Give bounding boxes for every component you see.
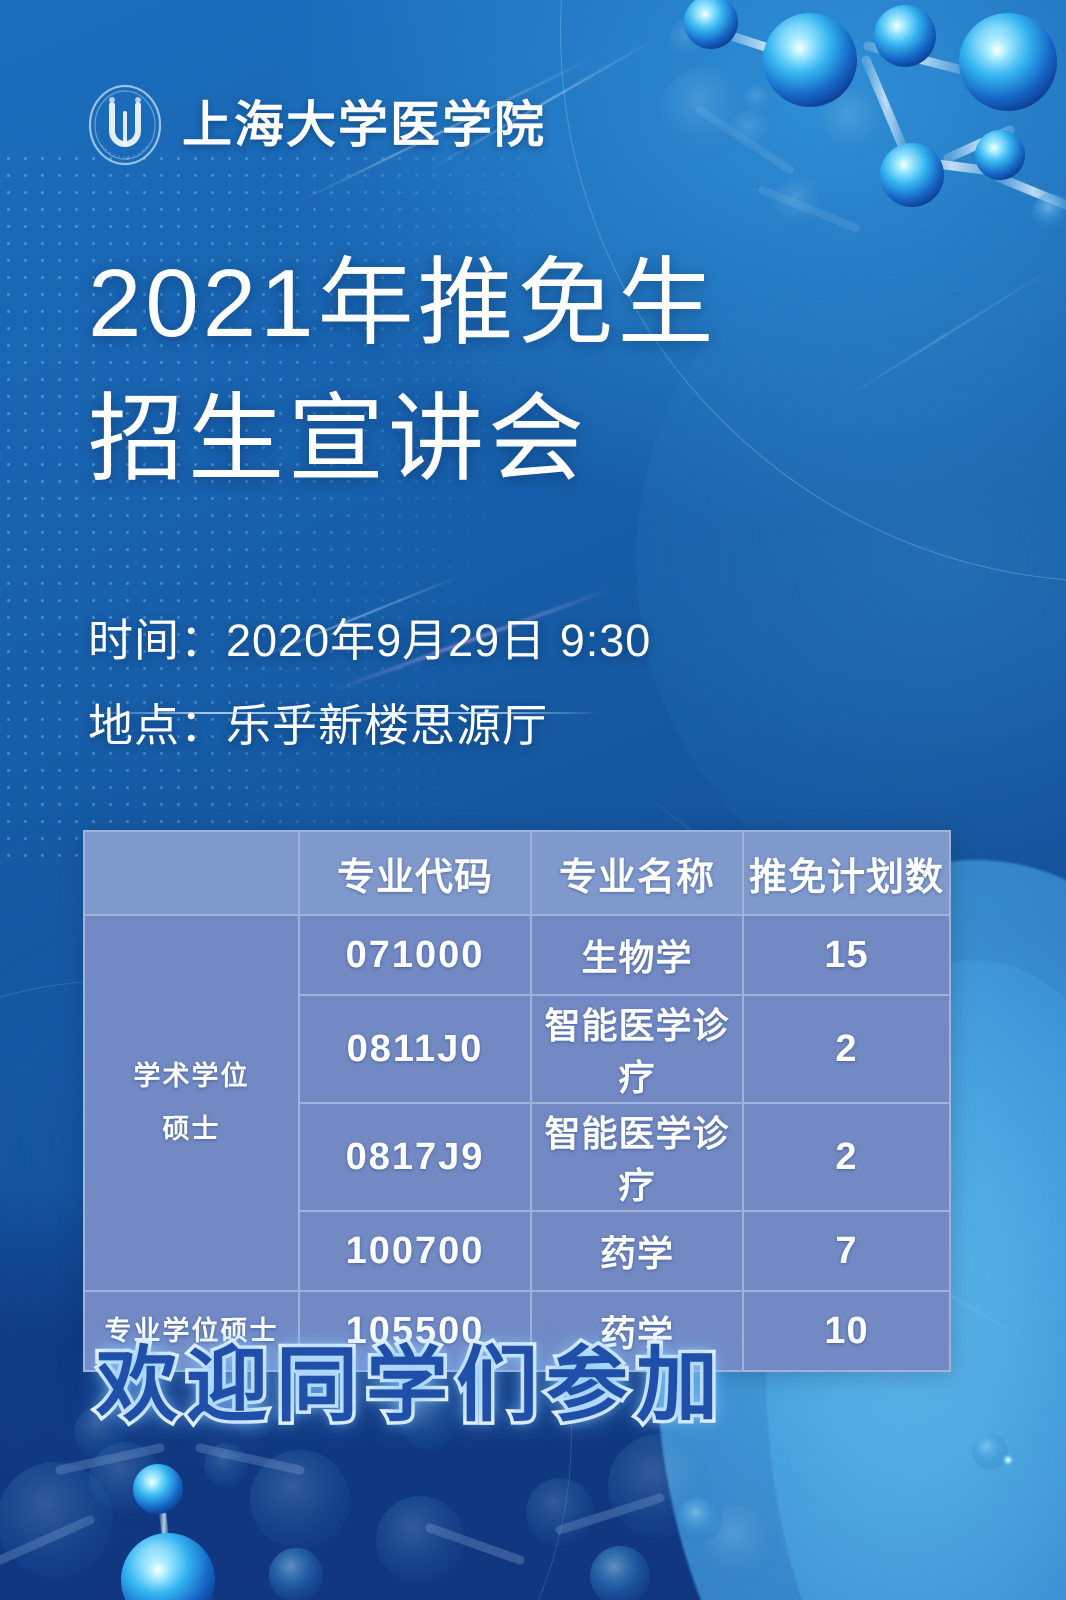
table-row: 0817J9 智能医学诊疗 2 xyxy=(84,1102,951,1212)
table-cell-code: 0817J9 xyxy=(298,1102,532,1212)
info-divider xyxy=(90,712,600,714)
table-cell-code: 071000 xyxy=(298,914,532,996)
table-body: 学术学位 硕士 071000 生物学 15 0811J0 智能医学诊疗 2 08… xyxy=(83,914,951,1372)
table-row: 100700 药学 7 xyxy=(84,1210,951,1292)
table-head: 专业代码 专业名称 推免计划数 xyxy=(83,830,951,916)
table-cell-quota: 2 xyxy=(742,1102,951,1212)
category-line-2: 硕士 xyxy=(162,1114,221,1144)
dot-grid-pattern-icon xyxy=(0,150,620,870)
table-cell-name: 智能医学诊疗 xyxy=(530,1102,744,1212)
table-cell-name: 药学 xyxy=(530,1210,744,1292)
table-header-category xyxy=(83,830,300,916)
category-line-1: 学术学位 xyxy=(133,1061,250,1092)
university-seal-icon xyxy=(88,84,162,166)
table-row: 专业学位硕士 105500 药学 10 xyxy=(83,1290,951,1372)
page-title: 2021年推免生 招生宣讲会 xyxy=(88,236,718,509)
event-info: 时间：2020年9月29日 9:30 地点：乐乎新楼思源厅 xyxy=(88,618,651,748)
quota-table-wrapper: 专业代码 专业名称 推免计划数 学术学位 硕士 071000 生物学 15 08… xyxy=(83,830,951,1372)
table-cell-quota: 2 xyxy=(742,994,951,1104)
institution-name: 上海大学医学院 xyxy=(182,97,546,153)
table-cell-quota: 10 xyxy=(742,1290,951,1372)
table-cell-name: 智能医学诊疗 xyxy=(530,994,744,1104)
event-time: 时间：2020年9月29日 9:30 xyxy=(88,615,652,666)
table-row: 学术学位 硕士 071000 生物学 15 xyxy=(83,914,951,1292)
table-cell-category-professional: 专业学位硕士 xyxy=(83,1290,300,1372)
table-header-code: 专业代码 xyxy=(298,830,532,916)
table-row: 0811J0 智能医学诊疗 2 xyxy=(84,994,951,1104)
table-cell-name: 药学 xyxy=(530,1290,744,1372)
table-cell-code: 100700 xyxy=(298,1210,532,1292)
table-header-row: 专业代码 专业名称 推免计划数 xyxy=(83,830,951,916)
table-cell-quota: 15 xyxy=(742,914,951,996)
title-line-1: 2021年推免生 xyxy=(88,250,718,357)
quota-table: 专业代码 专业名称 推免计划数 学术学位 硕士 071000 生物学 15 08… xyxy=(83,830,951,1372)
table-header-quota: 推免计划数 xyxy=(742,830,951,916)
table-cell-code: 0811J0 xyxy=(298,994,532,1104)
event-location: 地点：乐乎新楼思源厅 xyxy=(88,700,549,751)
table-cell-code: 105500 xyxy=(298,1290,532,1372)
table-cell-name: 生物学 xyxy=(530,914,744,996)
table-cell-category-academic: 学术学位 硕士 xyxy=(83,914,300,1292)
table-cell-quota: 7 xyxy=(742,1210,951,1292)
title-line-2: 招生宣讲会 xyxy=(88,386,588,494)
table-header-name: 专业名称 xyxy=(530,830,744,916)
footer-slogan: 欢迎同学们参加 xyxy=(92,1337,727,1435)
brand-header: 上海大学医学院 xyxy=(86,83,546,167)
